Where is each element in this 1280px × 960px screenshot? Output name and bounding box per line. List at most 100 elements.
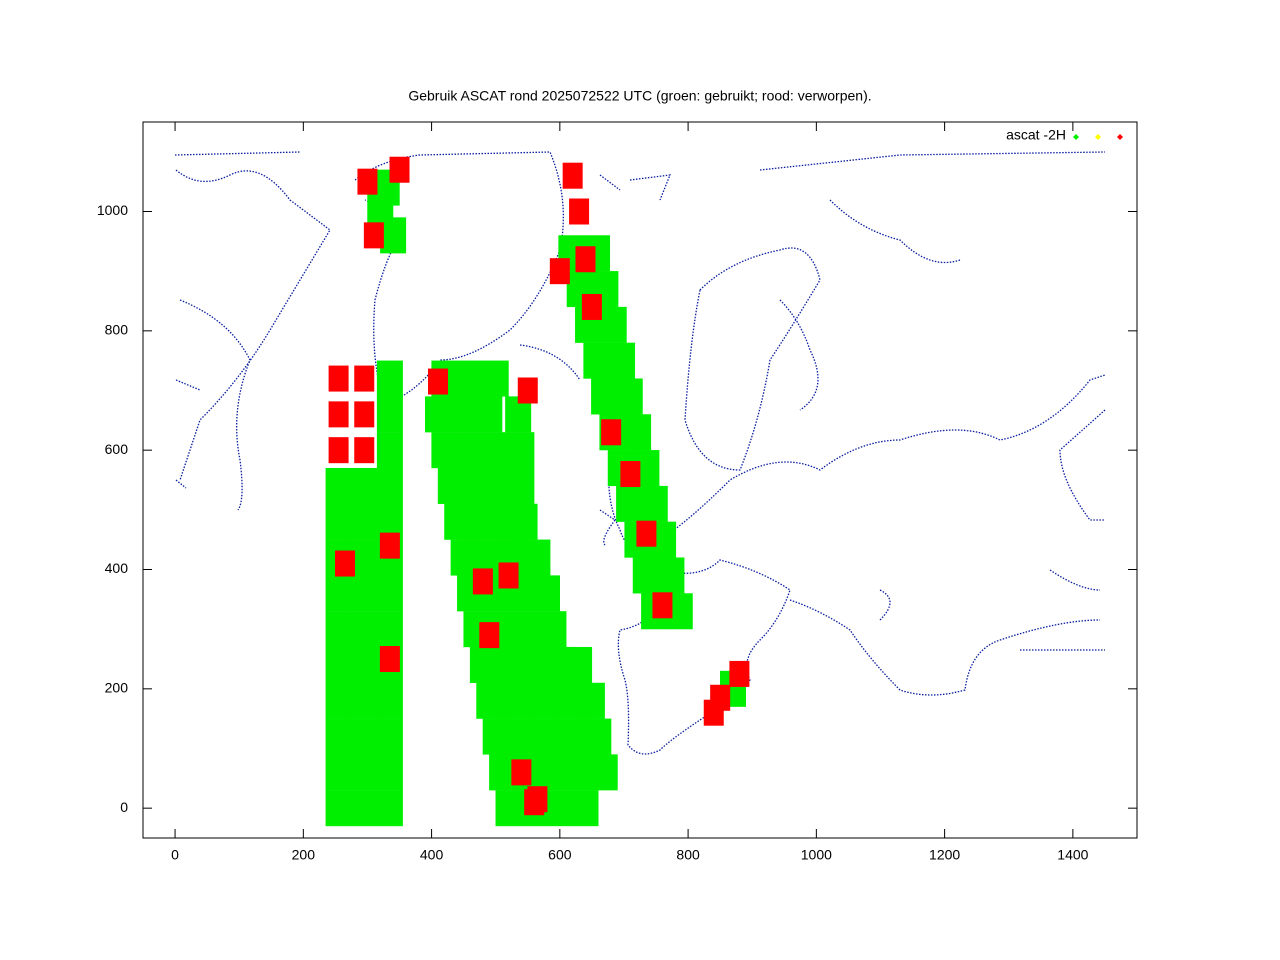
data-point bbox=[527, 682, 554, 719]
x-tick-label: 0 bbox=[171, 847, 179, 863]
data-point bbox=[376, 360, 403, 397]
data-point bbox=[583, 342, 610, 379]
data-point bbox=[351, 539, 378, 576]
x-tick-label: 400 bbox=[420, 847, 444, 863]
data-point bbox=[511, 503, 538, 540]
data-point bbox=[534, 575, 561, 612]
data-point bbox=[437, 467, 464, 504]
data-point bbox=[431, 432, 458, 469]
data-point bbox=[325, 646, 352, 683]
data-point bbox=[351, 611, 378, 648]
data-point bbox=[581, 293, 602, 320]
data-point bbox=[351, 503, 378, 540]
data-point bbox=[508, 432, 535, 469]
data-point bbox=[489, 754, 516, 791]
data-point bbox=[325, 503, 352, 540]
data-point bbox=[517, 377, 538, 404]
coastline bbox=[354, 151, 564, 406]
data-point bbox=[572, 790, 599, 827]
data-point bbox=[609, 342, 636, 379]
data-point bbox=[508, 718, 535, 755]
data-point bbox=[351, 575, 378, 612]
data-point bbox=[357, 168, 378, 195]
data-point bbox=[389, 156, 410, 183]
data-point bbox=[534, 718, 561, 755]
data-point bbox=[498, 562, 519, 589]
data-point bbox=[379, 532, 400, 559]
data-point bbox=[328, 365, 349, 392]
data-point bbox=[450, 539, 477, 576]
data-point bbox=[625, 414, 652, 451]
data-point bbox=[325, 682, 352, 719]
legend-marker bbox=[1117, 134, 1123, 140]
y-tick-label: 200 bbox=[105, 680, 129, 696]
data-point bbox=[450, 396, 477, 433]
x-tick-label: 1200 bbox=[929, 847, 960, 863]
data-point bbox=[457, 432, 484, 469]
data-point bbox=[328, 401, 349, 428]
data-point bbox=[376, 467, 403, 504]
data-point bbox=[482, 718, 509, 755]
y-tick-label: 1000 bbox=[97, 202, 128, 218]
data-point bbox=[469, 503, 496, 540]
data-point bbox=[566, 646, 593, 683]
data-point bbox=[601, 419, 622, 446]
data-point bbox=[508, 467, 535, 504]
data-point bbox=[540, 611, 567, 648]
data-point bbox=[569, 198, 590, 225]
data-point bbox=[546, 790, 573, 827]
data-point bbox=[729, 660, 750, 687]
x-tick-label: 1000 bbox=[801, 847, 832, 863]
data-point bbox=[514, 611, 541, 648]
data-point bbox=[328, 437, 349, 464]
data-point bbox=[600, 306, 627, 343]
data-point bbox=[351, 467, 378, 504]
data-point bbox=[549, 258, 570, 285]
data-point bbox=[566, 754, 593, 791]
data-point bbox=[325, 467, 352, 504]
x-tick-label: 600 bbox=[548, 847, 572, 863]
x-tick-label: 800 bbox=[676, 847, 700, 863]
data-point bbox=[578, 682, 605, 719]
data-point bbox=[354, 401, 375, 428]
data-point bbox=[559, 718, 586, 755]
coastline bbox=[684, 151, 1106, 471]
data-point bbox=[376, 611, 403, 648]
data-point bbox=[351, 682, 378, 719]
data-point bbox=[351, 718, 378, 755]
data-point bbox=[652, 592, 673, 619]
data-point bbox=[379, 646, 400, 672]
y-tick-label: 600 bbox=[105, 441, 129, 457]
y-tick-label: 400 bbox=[105, 560, 129, 576]
data-point bbox=[424, 396, 451, 433]
data-point bbox=[521, 646, 548, 683]
coastline bbox=[617, 559, 1105, 755]
data-point bbox=[540, 754, 567, 791]
plot-frame bbox=[142, 121, 1138, 839]
data-point bbox=[325, 790, 352, 827]
data-point bbox=[616, 378, 643, 415]
data-point bbox=[511, 759, 532, 786]
data-point bbox=[585, 718, 612, 755]
data-point bbox=[479, 622, 500, 649]
data-point bbox=[591, 378, 618, 415]
data-point bbox=[325, 754, 352, 791]
data-point bbox=[482, 360, 509, 397]
data-point bbox=[562, 162, 583, 189]
data-point bbox=[632, 557, 659, 594]
data-point bbox=[354, 365, 375, 392]
data-point bbox=[469, 646, 496, 683]
legend-marker bbox=[1073, 134, 1079, 140]
data-point bbox=[476, 396, 503, 433]
data-point bbox=[325, 575, 352, 612]
coastline bbox=[519, 174, 672, 381]
data-point bbox=[351, 754, 378, 791]
y-tick-label: 0 bbox=[120, 799, 128, 815]
data-point bbox=[472, 568, 493, 595]
data-point bbox=[376, 432, 403, 469]
data-point bbox=[354, 437, 375, 464]
data-point bbox=[325, 611, 352, 648]
data-point bbox=[495, 646, 522, 683]
data-point bbox=[636, 520, 657, 547]
